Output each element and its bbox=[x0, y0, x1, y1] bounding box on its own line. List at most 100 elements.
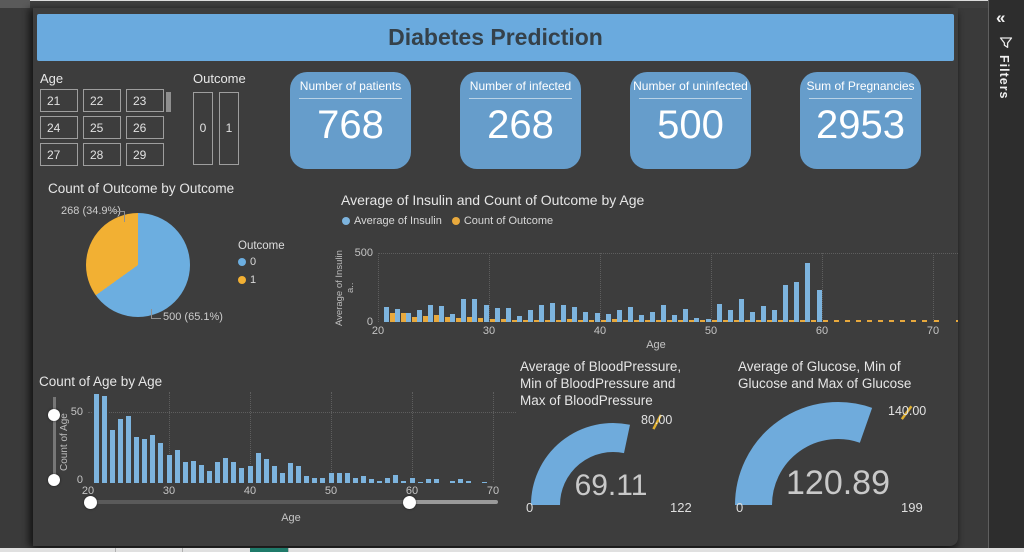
insulin-bar[interactable] bbox=[472, 298, 478, 322]
histogram-bar[interactable] bbox=[262, 458, 270, 484]
insulin-bar[interactable] bbox=[461, 299, 467, 322]
histogram-bar[interactable] bbox=[351, 476, 359, 484]
histogram-x-zoom-slider-range[interactable] bbox=[88, 500, 410, 504]
count-bar[interactable] bbox=[744, 320, 750, 322]
age-slicer-item[interactable]: 22 bbox=[83, 89, 121, 112]
pie-legend-item[interactable]: 1 bbox=[238, 274, 256, 286]
count-bar[interactable] bbox=[633, 320, 639, 322]
chart-legend-item[interactable]: Count of Outcome bbox=[451, 215, 553, 227]
insulin-bar[interactable] bbox=[727, 310, 733, 322]
pie-legend-item[interactable]: 0 bbox=[238, 256, 256, 268]
histogram-bar[interactable] bbox=[206, 469, 213, 484]
insulin-bar[interactable] bbox=[428, 304, 433, 322]
insulin-bar[interactable] bbox=[783, 284, 789, 322]
count-bar[interactable] bbox=[489, 319, 495, 322]
insulin-bar[interactable] bbox=[716, 304, 722, 322]
histogram-bar[interactable] bbox=[311, 476, 319, 484]
histogram-bar[interactable] bbox=[424, 478, 432, 484]
count-bar[interactable] bbox=[644, 320, 650, 322]
histogram-bar[interactable] bbox=[465, 479, 473, 484]
count-bar[interactable] bbox=[844, 320, 850, 322]
age-slicer-item[interactable]: 21 bbox=[40, 89, 78, 112]
count-bar[interactable] bbox=[500, 318, 506, 322]
count-bar[interactable] bbox=[755, 320, 761, 322]
insulin-bar[interactable] bbox=[405, 313, 411, 322]
count-bar[interactable] bbox=[545, 320, 550, 322]
age-slicer-item[interactable]: 24 bbox=[40, 116, 78, 139]
insulin-bar[interactable] bbox=[805, 262, 811, 322]
histogram-bar[interactable] bbox=[287, 462, 294, 484]
count-bar[interactable] bbox=[889, 320, 895, 322]
count-bar[interactable] bbox=[922, 320, 928, 322]
count-bar[interactable] bbox=[722, 320, 728, 322]
histogram-bar[interactable] bbox=[440, 482, 448, 484]
age-slicer-item[interactable]: 27 bbox=[40, 143, 78, 166]
histogram-bar[interactable] bbox=[197, 463, 205, 484]
kpi-card[interactable]: Number of patients 768 bbox=[290, 72, 411, 169]
count-bar[interactable] bbox=[611, 318, 617, 322]
histogram-bar[interactable] bbox=[157, 442, 165, 484]
histogram-bar[interactable] bbox=[214, 460, 222, 484]
histogram-bar[interactable] bbox=[133, 436, 141, 484]
age-slicer-item[interactable]: 25 bbox=[83, 116, 121, 139]
histogram-bar[interactable] bbox=[295, 465, 303, 484]
histogram-bar[interactable] bbox=[376, 479, 384, 484]
count-bar[interactable] bbox=[389, 313, 395, 322]
count-bar[interactable] bbox=[589, 320, 595, 322]
histogram-bar[interactable] bbox=[116, 417, 124, 484]
histogram-bar[interactable] bbox=[100, 394, 108, 484]
histogram-bar[interactable] bbox=[327, 472, 335, 484]
histogram-bar[interactable] bbox=[230, 460, 238, 484]
x-zoom-slider-left-handle[interactable] bbox=[84, 496, 97, 509]
glucose-gauge[interactable] bbox=[728, 393, 958, 508]
histogram-bar[interactable] bbox=[319, 476, 327, 484]
age-slicer-item[interactable]: 28 bbox=[83, 143, 121, 166]
histogram-bar[interactable] bbox=[125, 414, 132, 484]
count-bar[interactable] bbox=[667, 320, 673, 322]
count-bar[interactable] bbox=[578, 319, 584, 322]
histogram-bar[interactable] bbox=[335, 472, 343, 484]
count-bar[interactable] bbox=[622, 319, 628, 322]
insulin-bar[interactable] bbox=[761, 306, 766, 322]
insulin-bar[interactable] bbox=[638, 315, 644, 322]
count-bar[interactable] bbox=[789, 320, 795, 322]
chart-legend-item[interactable]: Average of Insulin bbox=[342, 215, 442, 227]
count-bar[interactable] bbox=[600, 320, 606, 322]
histogram-bar[interactable] bbox=[359, 475, 367, 484]
age-slicer-scrollbar[interactable] bbox=[166, 92, 171, 112]
insulin-bar[interactable] bbox=[627, 306, 633, 322]
count-bar[interactable] bbox=[445, 317, 451, 322]
histogram-bar[interactable] bbox=[505, 482, 513, 484]
kpi-card[interactable]: Number of infected 268 bbox=[460, 72, 581, 169]
insulin-bar[interactable] bbox=[539, 304, 544, 322]
bloodpressure-gauge[interactable] bbox=[520, 413, 720, 513]
count-bar[interactable] bbox=[456, 317, 462, 322]
histogram-bar[interactable] bbox=[238, 466, 246, 484]
count-bar[interactable] bbox=[711, 320, 717, 322]
insulin-bar[interactable] bbox=[794, 281, 800, 322]
filters-pane-label[interactable]: Filters bbox=[997, 55, 1011, 100]
histogram-bar[interactable] bbox=[149, 433, 157, 484]
count-bar[interactable] bbox=[434, 315, 439, 322]
insulin-bar[interactable] bbox=[416, 309, 422, 322]
insulin-bar[interactable] bbox=[616, 310, 622, 322]
filters-pane[interactable] bbox=[989, 0, 1024, 548]
histogram-bar[interactable] bbox=[92, 393, 100, 484]
count-bar[interactable] bbox=[556, 319, 562, 322]
histogram-bar[interactable] bbox=[181, 460, 189, 484]
histogram-bar[interactable] bbox=[481, 481, 489, 484]
count-bar[interactable] bbox=[811, 320, 817, 322]
histogram-bar[interactable] bbox=[457, 478, 465, 484]
histogram-y-zoom-slider[interactable] bbox=[53, 397, 56, 482]
insulin-bar[interactable] bbox=[450, 314, 456, 322]
count-bar[interactable] bbox=[411, 316, 417, 322]
insulin-bar[interactable] bbox=[583, 311, 589, 322]
kpi-card[interactable]: Number of uninfected 500 bbox=[630, 72, 751, 169]
insulin-bar[interactable] bbox=[816, 289, 822, 322]
count-bar[interactable] bbox=[511, 319, 517, 322]
insulin-bar[interactable] bbox=[394, 308, 400, 322]
count-bar[interactable] bbox=[822, 320, 828, 322]
histogram-bar[interactable] bbox=[173, 449, 181, 484]
expand-filters-icon[interactable]: « bbox=[996, 8, 1006, 27]
histogram-bar[interactable] bbox=[246, 465, 254, 484]
